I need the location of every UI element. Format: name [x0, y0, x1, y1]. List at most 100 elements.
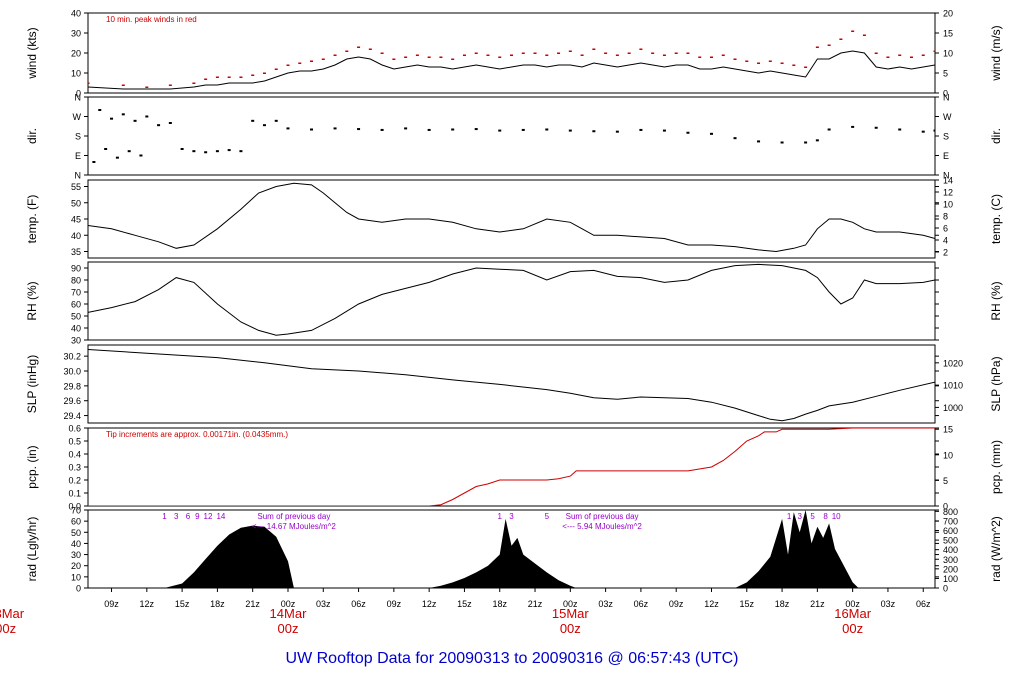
day-sum-value: <--- 5.94 MJoules/m^2	[562, 522, 642, 531]
sun-hour-label: 9	[195, 512, 200, 521]
slp-series-line	[88, 349, 935, 422]
y-tick-label-right: 14	[943, 176, 953, 186]
peak-wind-mark	[557, 52, 561, 54]
peak-wind-mark	[239, 76, 243, 78]
peak-wind-mark	[310, 60, 314, 62]
sun-hour-label: 3	[797, 512, 802, 521]
dir-point	[239, 150, 243, 153]
peak-wind-mark	[286, 64, 290, 66]
plot-area	[88, 349, 935, 422]
rh-series-line	[88, 263, 935, 336]
peak-wind-mark	[804, 66, 808, 68]
panel-frame	[87, 12, 936, 94]
y-tick-label-right: 20	[943, 9, 953, 19]
x-tick-label: 18z	[492, 599, 507, 609]
peak-wind-mark	[321, 58, 325, 60]
peak-wind-mark	[215, 76, 219, 78]
y-axis-label: temp. (F)	[25, 195, 39, 244]
y-tick-label-right: 5	[943, 476, 948, 486]
sun-hour-label: 6	[186, 512, 191, 521]
day-label-time: 00z	[278, 621, 299, 636]
peak-wind-mark	[145, 86, 149, 88]
peak-wind-mark	[251, 74, 255, 76]
dir-point	[204, 151, 208, 154]
peak-wind-mark	[592, 48, 596, 50]
y-axis-label-right: rad (W/m^2)	[989, 516, 1003, 582]
panel-frame	[87, 179, 936, 259]
chart-caption: UW Rooftop Data for 20090313 to 20090316…	[285, 650, 739, 667]
dir-point	[474, 128, 478, 131]
x-tick-label: 21z	[810, 599, 825, 609]
dir-point	[192, 150, 196, 153]
peak-wind-mark	[639, 48, 643, 50]
y-tick-label-right: 2	[943, 248, 948, 258]
day-label-time: 00z	[842, 621, 863, 636]
y-tick-label-right: 5	[943, 69, 948, 79]
y-tick-label-right: 500	[943, 536, 958, 546]
peak-wind-mark	[121, 84, 125, 86]
y-axis-label: pcp. (in)	[25, 445, 39, 488]
peak-wind-mark	[580, 54, 584, 56]
x-tick-label: 09z	[387, 599, 402, 609]
y-tick-label: 0.6	[68, 424, 81, 434]
y-tick-label: 40	[71, 324, 81, 334]
peak-wind-mark	[404, 56, 408, 58]
dir-point	[127, 150, 131, 153]
peak-wind-mark	[392, 58, 396, 60]
y-tick-label: 50	[71, 528, 81, 538]
peak-wind-mark	[874, 52, 878, 54]
dir-point	[686, 131, 690, 134]
day-label: 15Mar	[552, 606, 590, 621]
y-axis-label-right: RH (%)	[989, 281, 1003, 320]
y-tick-label-right: 800	[943, 507, 958, 517]
dir-point	[815, 139, 819, 142]
peak-wind-mark	[168, 84, 172, 86]
peak-wind-mark	[780, 62, 784, 64]
y-tick-label: 30.0	[63, 367, 81, 377]
peak-wind-mark	[709, 56, 713, 58]
peak-wind-mark	[815, 46, 819, 48]
y-tick-label-right: E	[943, 151, 949, 161]
dir-point	[110, 117, 114, 120]
x-tick-label: 15z	[175, 599, 190, 609]
dir-point	[157, 124, 161, 127]
peak-wind-mark	[192, 82, 196, 84]
plot-area	[88, 428, 935, 506]
y-tick-label-right: 0	[943, 584, 948, 594]
dir-point	[921, 130, 925, 133]
dir-point	[427, 128, 431, 131]
y-tick-label-right: 10	[943, 450, 953, 460]
y-axis-label: wind (kts)	[25, 27, 39, 79]
y-tick-label-right: 15	[943, 29, 953, 39]
peak-wind-mark	[204, 78, 208, 80]
dir-point	[380, 128, 384, 131]
sun-hour-label: 1	[162, 512, 167, 521]
y-tick-label: 29.8	[63, 381, 81, 391]
peak-wind-mark	[898, 54, 902, 56]
sun-hour-label: 5	[810, 512, 815, 521]
y-tick-label: 30.2	[63, 352, 81, 362]
x-tick-label: 12z	[704, 599, 719, 609]
x-tick-label: 09z	[104, 599, 119, 609]
y-tick-label-right: 1010	[943, 381, 963, 391]
y-axis-label: dir.	[25, 128, 39, 144]
y-tick-label: 0.1	[68, 489, 81, 499]
dir-point	[709, 132, 713, 135]
sun-hour-label: 1	[787, 512, 792, 521]
x-tick-label: 15z	[457, 599, 472, 609]
y-tick-label: 20	[71, 49, 81, 59]
dir-point	[451, 128, 455, 131]
y-tick-label: 45	[71, 215, 81, 225]
y-tick-label: 80	[71, 276, 81, 286]
day-sum-label: Sum of previous day	[257, 512, 330, 521]
dir-point	[121, 113, 125, 116]
y-axis-label: rad (Lgly/hr)	[25, 517, 39, 582]
dir-point	[592, 130, 596, 133]
peak-wind-mark	[686, 52, 690, 54]
y-tick-label-right: 200	[943, 564, 958, 574]
y-tick-label: 0.3	[68, 463, 81, 473]
dir-point	[827, 128, 831, 131]
dir-point	[98, 109, 102, 111]
panel-rh: 30 40 50 60 70 80 90 RH (%) RH (%)	[25, 261, 1003, 346]
